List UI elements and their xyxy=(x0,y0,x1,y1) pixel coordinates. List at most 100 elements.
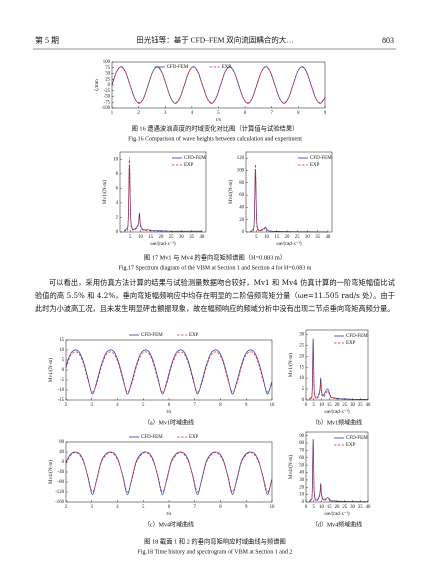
legend-label: CFD-FEM xyxy=(141,435,163,440)
x-tick-label: 1 xyxy=(111,111,114,116)
x-tick-label: 30 xyxy=(305,235,310,240)
y-tick-label: -10 xyxy=(58,388,65,393)
y-tick-label: 6 xyxy=(116,186,119,191)
legend-label: CFD-FEM xyxy=(310,156,332,161)
x-tick-label: 7 xyxy=(194,505,197,510)
subcaption: （d）Mv4频域曲线 xyxy=(312,520,362,528)
caption-en: Fig.17 Spectrum diagram of the VBM at Se… xyxy=(119,264,312,271)
y-tick-label: 100 xyxy=(237,169,245,174)
x-tick-label: 5 xyxy=(313,403,316,408)
x-tick-label: 35 xyxy=(358,505,363,510)
caption-en: Fig.18 Time history and spectrogram of V… xyxy=(138,548,293,555)
x-axis-label: t/s xyxy=(216,117,221,123)
legend-label: EXP xyxy=(189,435,199,440)
plot-frame xyxy=(119,151,207,233)
x-tick-label: 35 xyxy=(358,403,363,408)
series-line xyxy=(65,451,273,495)
legend-label: EXP xyxy=(346,341,356,346)
x-tick-label: 40 xyxy=(366,505,371,510)
subcaption: （a）Mv1时域曲线 xyxy=(144,418,194,426)
y-tick-label: 10 xyxy=(59,348,64,353)
caption-cn: 图 17 Mv1 与 Mv4 的垂向弯矩频谱图（H=0.083 m） xyxy=(144,252,286,261)
legend-label: CFD-FEM xyxy=(167,65,189,70)
x-tick-label: 15 xyxy=(274,235,279,240)
x-tick-label: 5 xyxy=(313,505,316,510)
y-tick-label: 20 xyxy=(299,354,304,359)
y-tick-label: 30 xyxy=(299,478,304,483)
y-tick-label: 8 xyxy=(116,172,119,177)
x-tick-label: 7 xyxy=(194,403,197,408)
x-tick-label: 40 xyxy=(326,235,331,240)
x-tick-label: 40 xyxy=(200,235,205,240)
x-tick-label: 9 xyxy=(245,505,248,510)
y-tick-label: 0 xyxy=(62,460,65,465)
x-tick-label: 20 xyxy=(335,403,340,408)
y-tick-label: 0 xyxy=(302,398,305,403)
x-tick-label: 8 xyxy=(297,111,300,116)
x-tick-label: 10 xyxy=(319,505,324,510)
y-tick-label: 40 xyxy=(59,450,64,455)
x-tick-label: 9 xyxy=(245,403,248,408)
y-tick-label: -50 xyxy=(104,95,111,100)
x-tick-label: 25 xyxy=(342,505,347,510)
x-tick-label: 8 xyxy=(219,403,222,408)
x-tick-label: 25 xyxy=(169,235,174,240)
y-tick-label: 15 xyxy=(59,338,64,343)
x-tick-label: 30 xyxy=(350,505,355,510)
y-tick-label: -40 xyxy=(58,470,65,475)
y-tick-label: 50 xyxy=(105,72,110,77)
x-tick-label: 15 xyxy=(327,403,332,408)
x-tick-label: 5 xyxy=(255,235,258,240)
subcaption: （c）Mv4时域曲线 xyxy=(144,520,194,528)
y-tick-label: 10 xyxy=(299,376,304,381)
x-axis-label: t/s xyxy=(167,409,172,415)
x-tick-label: 10 xyxy=(270,403,275,408)
y-tick-label: 120 xyxy=(237,156,245,161)
y-tick-label: 60 xyxy=(299,456,304,461)
y-tick-label: 75 xyxy=(105,66,110,71)
legend-label: EXP xyxy=(346,443,356,448)
y-tick-label: 80 xyxy=(299,441,304,446)
y-axis-label: Mv4/(N·m) xyxy=(227,180,234,204)
x-tick-label: 25 xyxy=(342,403,347,408)
legend-label: EXP xyxy=(310,163,320,168)
x-tick-label: 5 xyxy=(142,403,145,408)
series-line xyxy=(65,349,273,395)
legend-label: EXP xyxy=(189,333,199,338)
x-tick-label: 25 xyxy=(295,235,300,240)
y-tick-label: 20 xyxy=(239,218,244,223)
plot-frame xyxy=(305,431,369,503)
x-tick-label: 20 xyxy=(335,505,340,510)
y-tick-label: 80 xyxy=(239,181,244,186)
y-tick-label: 30 xyxy=(299,332,304,337)
y-tick-label: 15 xyxy=(299,365,304,370)
x-tick-label: 5 xyxy=(142,505,145,510)
series-line xyxy=(65,351,273,393)
x-tick-label: 30 xyxy=(179,235,184,240)
y-tick-label: 80 xyxy=(59,440,64,445)
x-tick-label: 10 xyxy=(264,235,269,240)
x-tick-label: 10 xyxy=(270,505,275,510)
legend-label: EXP xyxy=(184,163,194,168)
y-tick-label: 2 xyxy=(116,216,119,221)
y-tick-label: 10 xyxy=(299,493,304,498)
x-tick-label: 4 xyxy=(191,111,194,116)
caption-cn: 图 16 遭遇波浪高度的时域变化对比图（计算值与试验结果） xyxy=(132,123,299,132)
y-tick-label: 5 xyxy=(62,358,65,363)
x-tick-label: 3 xyxy=(91,505,94,510)
y-tick-label: 40 xyxy=(239,205,244,210)
y-tick-label: -80 xyxy=(58,480,65,485)
x-tick-label: 2 xyxy=(65,505,68,510)
x-axis-label: ωe/(rad·s⁻¹) xyxy=(324,408,350,415)
series-line xyxy=(111,66,326,104)
y-tick-label: -5 xyxy=(60,378,65,383)
legend-label: EXP xyxy=(222,65,232,70)
series-line xyxy=(308,439,369,503)
y-tick-label: 0 xyxy=(108,83,111,88)
y-tick-label: 25 xyxy=(105,77,110,82)
x-tick-label: 10 xyxy=(319,403,324,408)
x-tick-label: 9 xyxy=(324,111,327,116)
x-tick-label: 0 xyxy=(305,505,308,510)
y-axis-label: ζ/mm xyxy=(93,79,100,91)
